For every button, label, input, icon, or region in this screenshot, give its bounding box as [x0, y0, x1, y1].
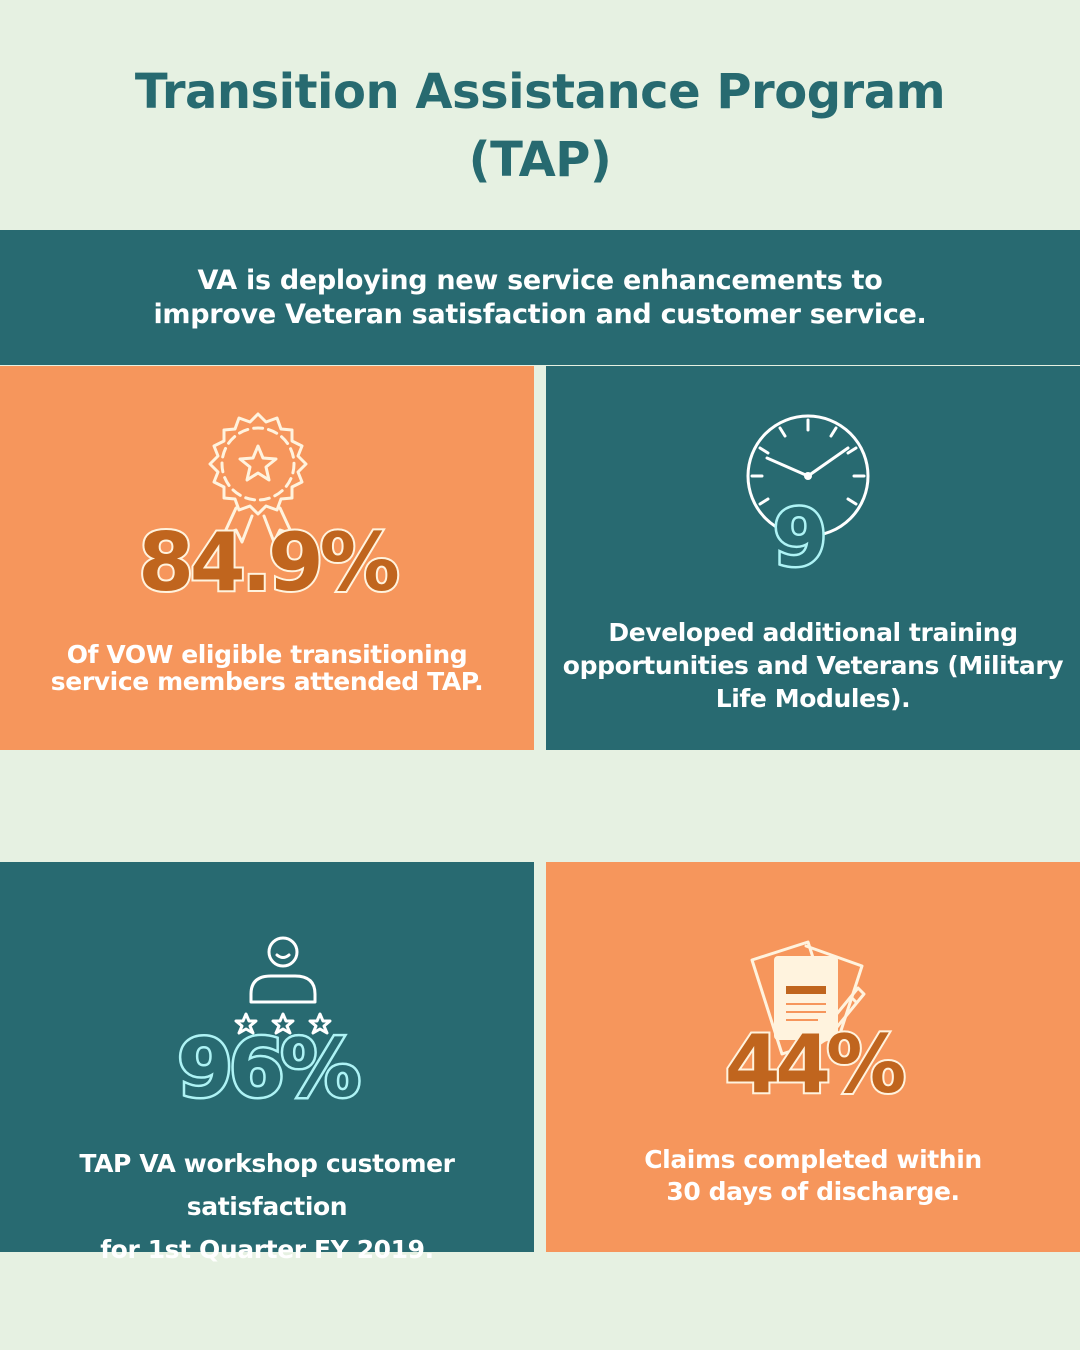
- stat-value: 9: [771, 492, 830, 587]
- caption-line-2: for 1st Quarter FY 2019.: [100, 1235, 434, 1264]
- stat-value: 84.9%: [136, 514, 402, 611]
- stat-value: 44%: [723, 1016, 908, 1113]
- stat-card-satisfaction: 96% TAP VA workshop customer satisfactio…: [0, 862, 534, 1264]
- stat-value: 96%: [175, 1020, 363, 1118]
- page-title: Transition Assistance Program (TAP): [0, 58, 1080, 194]
- caption-line-3: Life Modules).: [715, 684, 911, 713]
- caption-line-2: 30 days of discharge.: [666, 1177, 960, 1206]
- stat-caption: Claims completed within 30 days of disch…: [546, 1144, 1080, 1208]
- clock-icon: [746, 414, 870, 538]
- intro-banner: VA is deploying new service enhancements…: [0, 230, 1080, 365]
- stat-caption: Of VOW eligible transitioning service me…: [0, 640, 534, 697]
- stat-card-claims: 44% Claims completed within 30 days of d…: [546, 862, 1080, 1252]
- banner-line-2: improve Veteran satisfaction and custome…: [153, 298, 927, 330]
- stat-card-training: 9 Developed additional training opportun…: [546, 366, 1080, 750]
- title-line-1: Transition Assistance Program: [134, 64, 946, 120]
- stat-caption: TAP VA workshop customer satisfaction fo…: [0, 1142, 534, 1271]
- caption-line-1: Developed additional training: [608, 618, 1018, 647]
- caption-line-2: service members attended TAP.: [50, 667, 484, 696]
- title-line-2: (TAP): [468, 132, 612, 188]
- documents-pen-icon: [750, 940, 866, 1056]
- caption-line-1: Claims completed within: [644, 1145, 982, 1174]
- caption-line-1: Of VOW eligible transitioning: [66, 640, 468, 669]
- caption-line-1: TAP VA workshop customer satisfaction: [79, 1149, 455, 1221]
- stat-card-attendance: 84.9% Of VOW eligible transitioning serv…: [0, 366, 534, 750]
- banner-line-1: VA is deploying new service enhancements…: [197, 264, 883, 296]
- award-badge-icon: [208, 412, 308, 544]
- caption-line-2: opportunities and Veterans (Military: [562, 651, 1064, 680]
- stat-caption: Developed additional training opportunit…: [546, 616, 1080, 715]
- customer-rating-icon: [234, 936, 332, 1035]
